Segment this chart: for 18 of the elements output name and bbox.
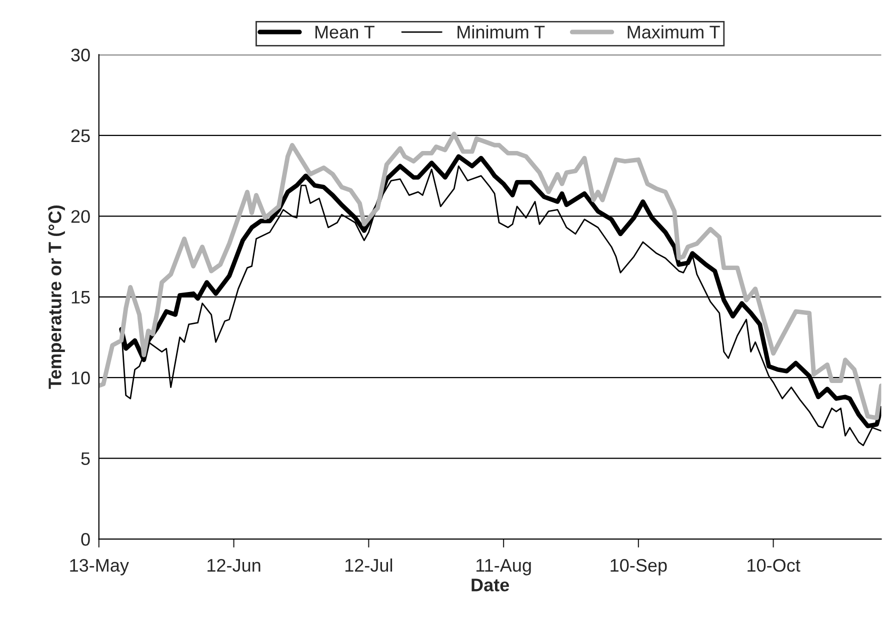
x-tick-label: 10-Sep xyxy=(610,558,667,576)
x-tick-label: 12-Jun xyxy=(208,558,260,572)
x-tick-label: 11-Aug xyxy=(476,559,531,576)
x-tick-label: 13-May xyxy=(70,558,129,576)
legend-label: Mean T xyxy=(315,26,374,39)
y-tick-label: 10 xyxy=(72,372,90,384)
y-tick-label: 15 xyxy=(72,291,90,304)
y-axis-title: Temperature or T (°C) xyxy=(48,206,65,389)
y-tick-label: 0 xyxy=(81,532,90,546)
y-tick-label: 25 xyxy=(71,129,90,142)
legend-label: Maximum T xyxy=(628,25,720,39)
y-tick-label: 5 xyxy=(81,452,90,466)
x-axis-title: Date xyxy=(472,578,510,592)
x-tick-label: 12-Jul xyxy=(345,558,392,572)
legend-label: Minimum T xyxy=(458,25,545,39)
y-tick-label: 30 xyxy=(71,48,90,62)
x-tick-label: 10-Oct xyxy=(748,558,800,572)
y-tick-label: 20 xyxy=(71,210,90,223)
